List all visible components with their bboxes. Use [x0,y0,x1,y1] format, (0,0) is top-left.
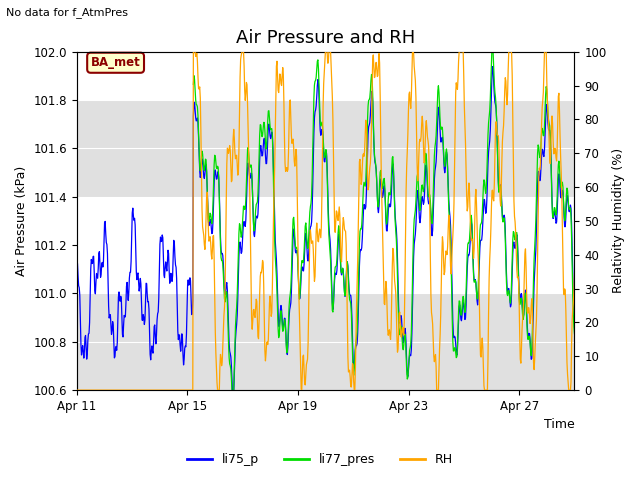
Y-axis label: Air Pressure (kPa): Air Pressure (kPa) [15,166,28,276]
Bar [77,100,575,197]
Y-axis label: Relativity Humidity (%): Relativity Humidity (%) [612,148,625,293]
Text: BA_met: BA_met [91,56,140,69]
X-axis label: Time: Time [544,419,575,432]
Legend: li75_p, li77_pres, RH: li75_p, li77_pres, RH [182,448,458,471]
Bar [77,293,575,390]
Text: No data for f_AtmPres: No data for f_AtmPres [6,7,129,18]
Title: Air Pressure and RH: Air Pressure and RH [236,29,415,48]
